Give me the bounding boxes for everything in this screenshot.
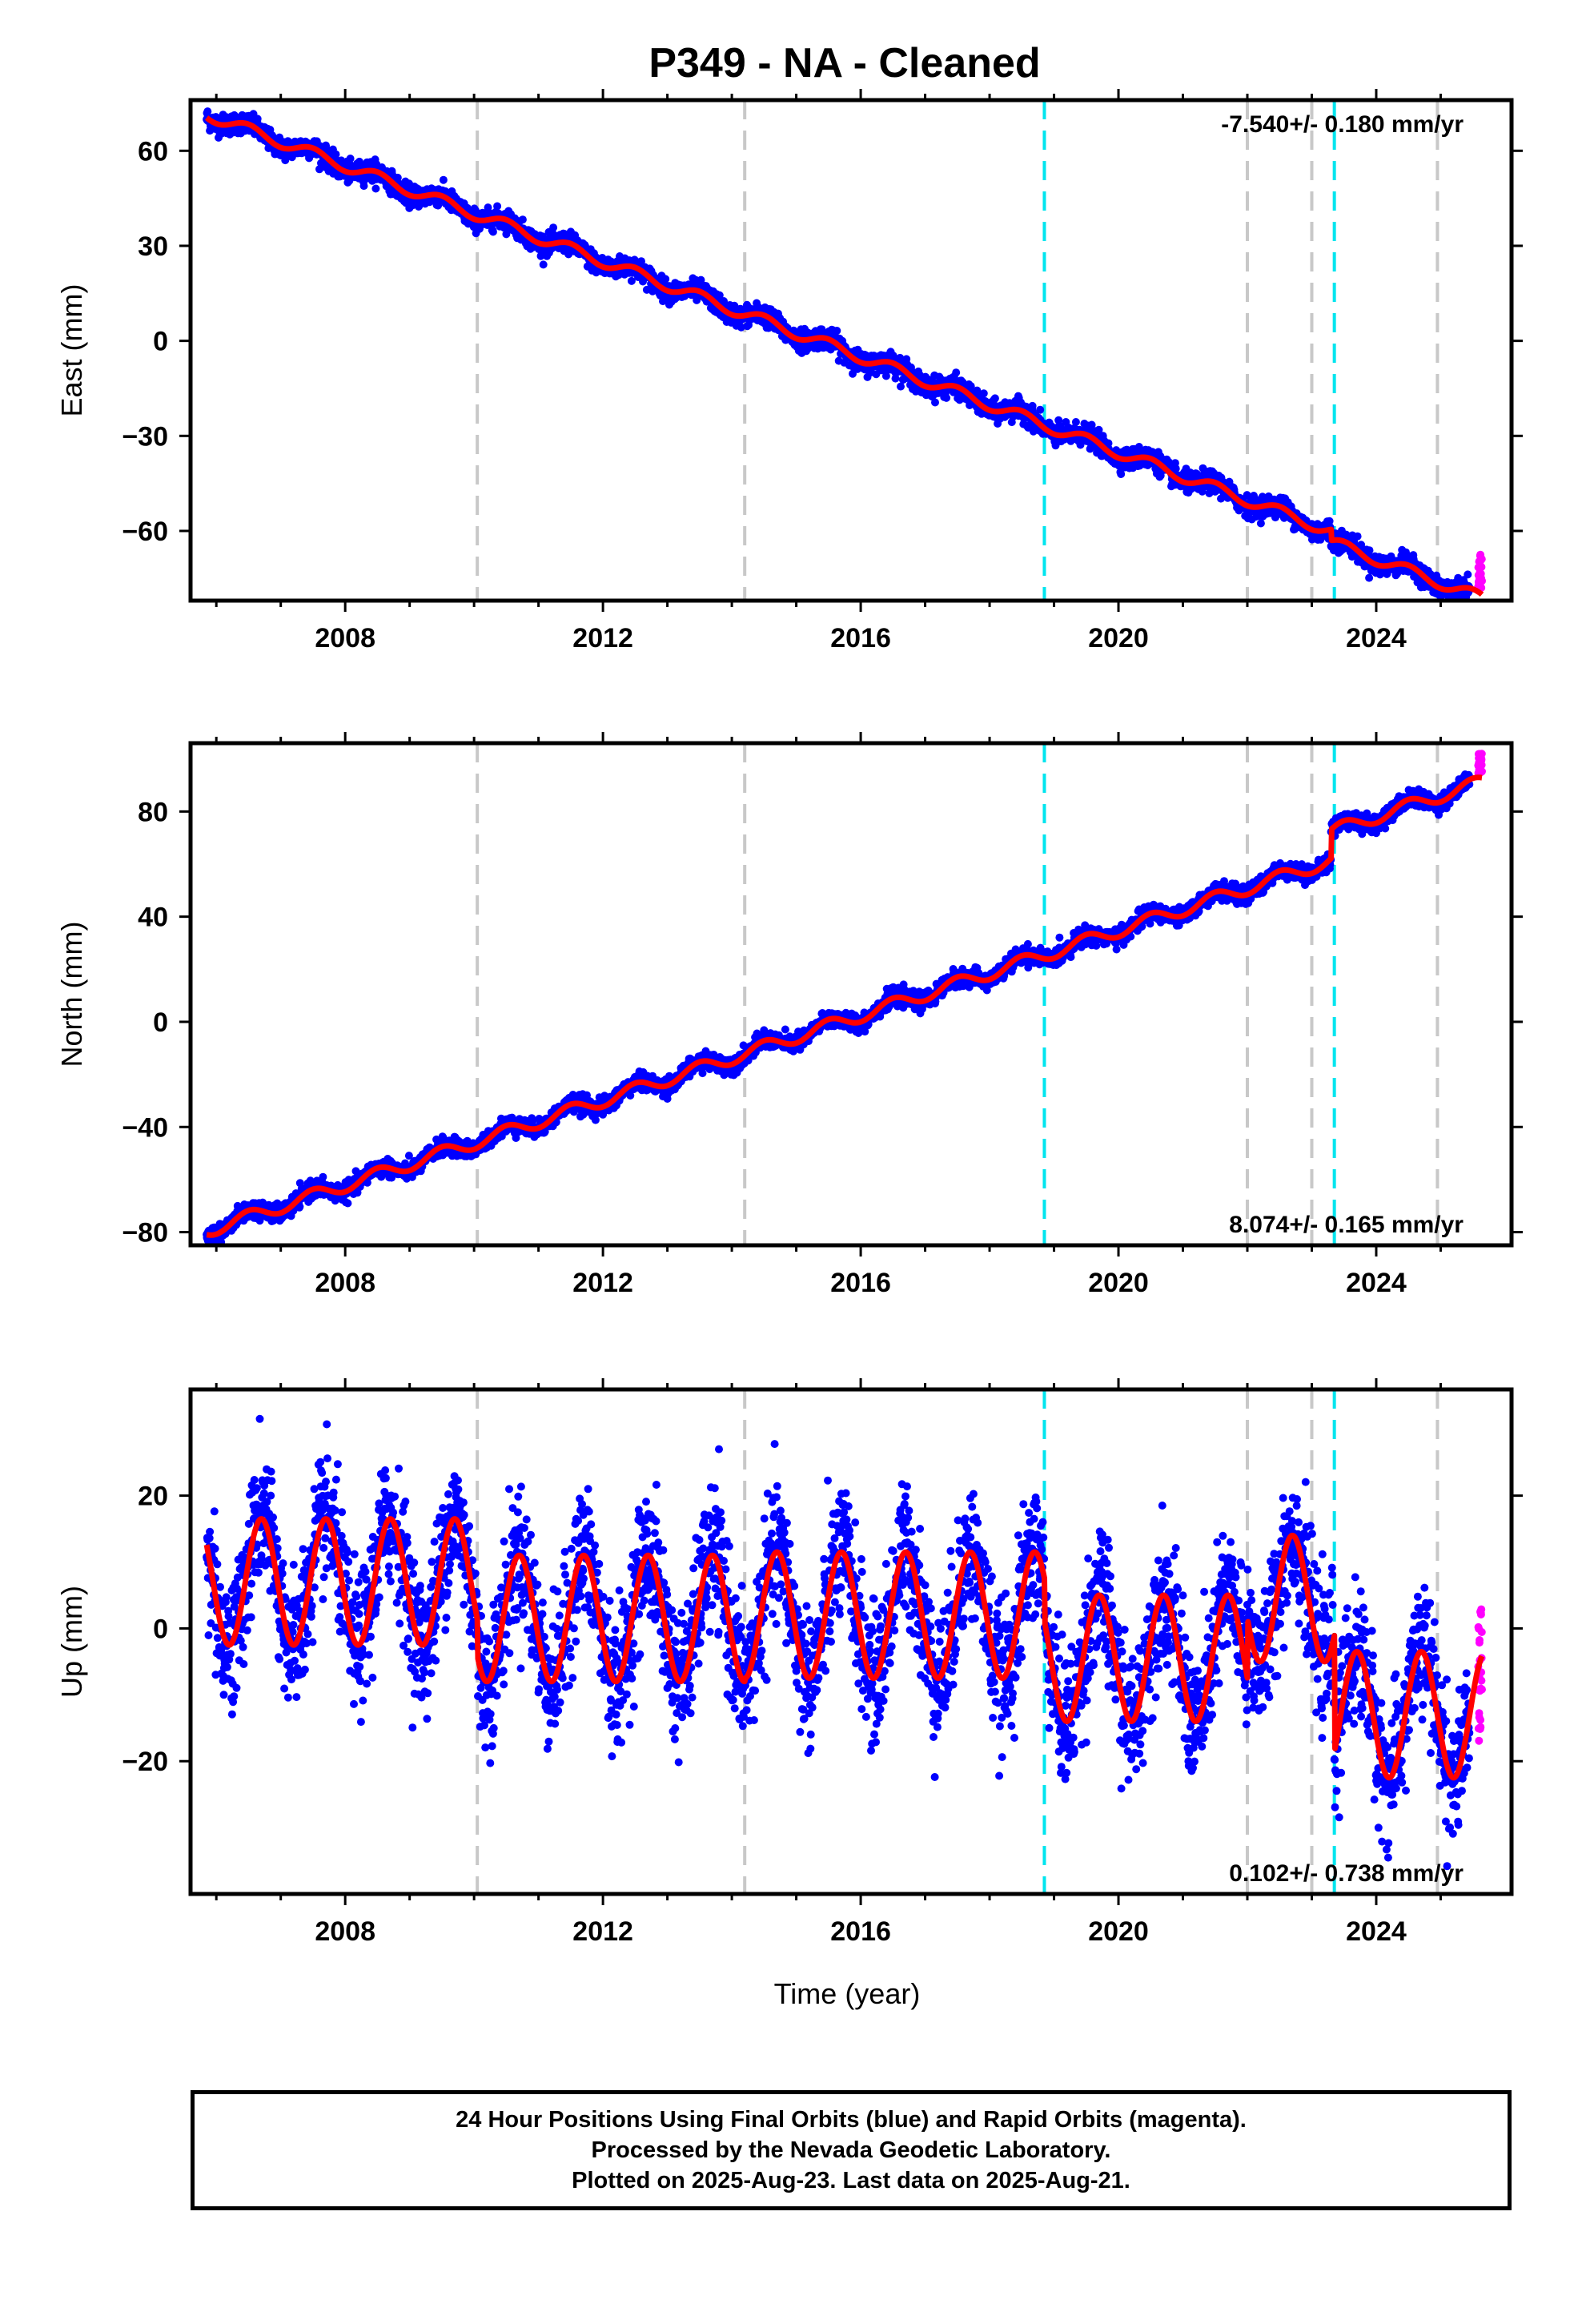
rapid-point — [1478, 577, 1486, 585]
y-tick-label: 30 — [138, 231, 168, 262]
rapid-point — [1477, 555, 1486, 564]
data-point — [931, 398, 939, 407]
data-point — [518, 215, 527, 224]
data-point — [897, 382, 905, 391]
x-tick-label: 2008 — [315, 623, 375, 653]
data-point — [253, 115, 262, 123]
plot-area — [203, 743, 1486, 1245]
data-point — [1071, 418, 1080, 426]
data-point — [408, 201, 417, 210]
rapid-orbit-points — [1474, 550, 1486, 592]
data-point — [1353, 532, 1362, 541]
data-point — [549, 223, 558, 232]
x-tick-label: 2024 — [1346, 623, 1407, 653]
data-point — [1256, 519, 1265, 528]
plot-area — [203, 100, 1486, 601]
data-point — [661, 275, 670, 283]
data-point — [439, 175, 448, 184]
data-point — [833, 327, 841, 335]
y-tick-label: −60 — [122, 517, 168, 547]
data-point — [979, 389, 988, 398]
data-point — [952, 368, 961, 377]
data-point — [1117, 470, 1126, 478]
data-point — [319, 1172, 327, 1181]
x-tick-label: 2020 — [1088, 623, 1149, 653]
y-tick-label: 0 — [153, 327, 168, 357]
y-axis-label: East (mm) — [55, 284, 88, 417]
panel-east: 2008 2012 2016 2020 2024 60 30 0 −30 −60 East (mm)… — [55, 89, 1523, 653]
x-tick-label: 2012 — [572, 623, 633, 653]
data-point — [1464, 570, 1472, 579]
data-point — [488, 227, 497, 236]
data-point — [1365, 573, 1374, 582]
final-orbit-points — [203, 770, 1474, 1245]
plot-title: P349 - NA - Cleaned — [648, 40, 1040, 86]
y-tick-label: 60 — [138, 136, 168, 167]
data-point — [942, 393, 951, 402]
y-tick-label: −30 — [122, 421, 168, 452]
data-point — [539, 260, 548, 269]
x-tick-label: 2016 — [830, 623, 891, 653]
data-point — [346, 155, 355, 163]
data-point — [1036, 405, 1045, 414]
data-point — [343, 1199, 352, 1208]
data-point — [371, 184, 380, 193]
data-point — [315, 165, 323, 174]
rapid-point — [1477, 563, 1486, 571]
velocity-label: -7.540+/- 0.180 mm/yr — [1221, 111, 1464, 138]
data-point — [493, 202, 502, 211]
data-point — [359, 182, 368, 191]
data-point — [990, 394, 999, 403]
